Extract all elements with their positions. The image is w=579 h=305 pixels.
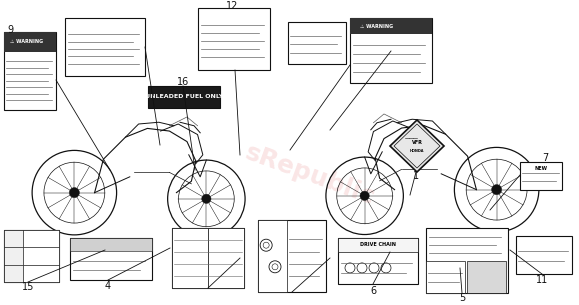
Text: VFR: VFR [412, 139, 423, 145]
Text: 12: 12 [226, 1, 238, 11]
Text: 1: 1 [413, 171, 419, 181]
Circle shape [492, 185, 502, 195]
Bar [258, 220, 287, 292]
Bar [23, 230, 59, 247]
Text: 16: 16 [177, 77, 189, 87]
Bar [338, 238, 418, 252]
Bar [70, 238, 152, 280]
Text: 7: 7 [542, 153, 548, 163]
Text: ⚠ WARNING: ⚠ WARNING [10, 39, 43, 44]
Bar [258, 220, 326, 292]
Bar [350, 18, 432, 83]
Bar [70, 238, 152, 251]
Text: 5: 5 [459, 293, 465, 303]
Text: ⚠ WARNING: ⚠ WARNING [360, 23, 393, 29]
Bar [198, 8, 270, 70]
Bar [516, 236, 572, 274]
Text: 6: 6 [370, 286, 376, 296]
Text: DRIVE CHAIN: DRIVE CHAIN [360, 242, 396, 247]
Bar [4, 265, 23, 282]
Bar [4, 230, 23, 247]
Text: 11: 11 [536, 275, 548, 285]
Bar [148, 86, 220, 108]
Bar [338, 238, 418, 284]
Text: 4: 4 [105, 281, 111, 291]
Text: 9: 9 [7, 25, 13, 35]
Text: HONDA: HONDA [410, 149, 424, 153]
Text: NEW: NEW [534, 167, 548, 171]
Circle shape [360, 191, 369, 200]
Text: 15: 15 [22, 282, 34, 292]
Bar [4, 32, 56, 52]
Text: UNLEADED FUEL ONLY: UNLEADED FUEL ONLY [145, 95, 223, 99]
Text: sRepublic: sRepublic [241, 140, 378, 210]
Circle shape [201, 194, 211, 203]
Bar [4, 230, 59, 282]
Bar [350, 18, 432, 34]
Bar [4, 32, 56, 110]
Bar [65, 18, 145, 76]
Bar [208, 228, 244, 288]
Bar [172, 228, 244, 288]
Circle shape [69, 188, 79, 198]
Bar [467, 260, 507, 293]
Bar [23, 265, 59, 282]
Bar [426, 260, 466, 293]
Bar [23, 247, 59, 265]
Bar [520, 162, 562, 190]
Bar [172, 228, 208, 288]
Polygon shape [390, 120, 444, 172]
Bar [288, 22, 346, 64]
Bar [426, 228, 508, 293]
Bar [4, 247, 23, 265]
